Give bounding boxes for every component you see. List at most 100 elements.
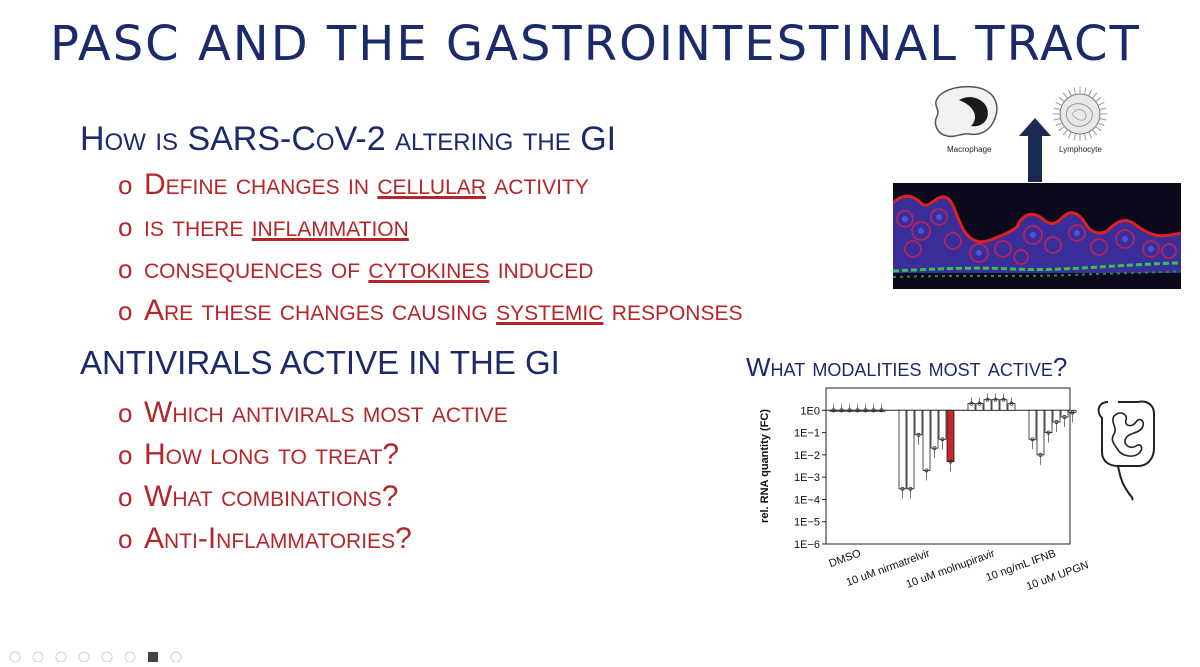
lymphocyte-spikes bbox=[1053, 87, 1107, 141]
bar bbox=[861, 409, 870, 412]
bullet-text: is there bbox=[144, 210, 252, 243]
bar bbox=[845, 409, 854, 412]
lymphocyte-label: Lymphocyte bbox=[1059, 145, 1102, 154]
bar bbox=[869, 409, 878, 412]
y-tick-label: 1E−2 bbox=[794, 450, 820, 462]
y-tick-label: 1E−5 bbox=[794, 517, 820, 529]
intestine-icon bbox=[1097, 400, 1155, 501]
bar bbox=[898, 409, 907, 490]
bar bbox=[938, 409, 947, 440]
bullet-text: Anti-Inflammatories? bbox=[144, 522, 412, 555]
bar bbox=[877, 409, 886, 412]
y-tick-label: 1E0 bbox=[800, 405, 820, 417]
up-arrow-icon bbox=[1019, 118, 1051, 182]
antiviral-bullet-list: o Which antivirals most active o How long t… bbox=[118, 393, 508, 561]
bar bbox=[1028, 409, 1037, 440]
slide-title: PASC AND THE GASTROINTESTINAL TRACT bbox=[50, 16, 1141, 72]
bullet-keyword: cytokines bbox=[368, 252, 490, 285]
lymphocyte-spike bbox=[1058, 126, 1065, 132]
lymphocyte-spike bbox=[1095, 126, 1102, 132]
bullet-marker: o bbox=[118, 170, 133, 200]
bullet-keyword: systemic bbox=[496, 294, 604, 327]
bullet-item: o Define changes in cellular activity bbox=[118, 165, 742, 207]
lymphocyte-spike bbox=[1097, 101, 1105, 106]
bullet-text: consequences of bbox=[144, 252, 369, 285]
bullet-item: o consequences of cytokines induced bbox=[118, 249, 742, 291]
lymphocyte-spike bbox=[1055, 101, 1063, 106]
lymphocyte-spike bbox=[1055, 122, 1063, 127]
lymphocyte-spike bbox=[1092, 92, 1098, 99]
lymphocyte-spike bbox=[1088, 131, 1093, 139]
bar bbox=[983, 399, 992, 411]
lymphocyte-spike bbox=[1097, 122, 1105, 127]
bullet-item: o Which antivirals most active bbox=[118, 393, 508, 435]
bullet-marker: o bbox=[118, 398, 133, 428]
bullet-marker: o bbox=[118, 254, 133, 284]
x-tick-label: DMSO bbox=[827, 547, 863, 570]
bullet-text: activity bbox=[485, 168, 589, 201]
bullet-item: o Are these changes causing systemic resp… bbox=[118, 291, 742, 333]
cell-diagram: Macrophage Lymphocyte bbox=[934, 85, 1107, 182]
macrophage-icon bbox=[934, 85, 998, 138]
bar bbox=[967, 403, 976, 411]
lymphocyte-spike bbox=[1073, 133, 1076, 141]
tissue-microscopy-image bbox=[893, 183, 1181, 289]
lymphocyte-spike bbox=[1099, 107, 1107, 110]
gi-alteration-bullet-list: o Define changes in cellular activity o is … bbox=[118, 165, 742, 333]
bar bbox=[853, 409, 862, 412]
bar bbox=[999, 399, 1008, 411]
lymphocyte-spike bbox=[1092, 129, 1098, 136]
chart-heading: What modalities most active? bbox=[746, 352, 1068, 382]
bar bbox=[837, 409, 846, 412]
bullet-keyword: cellular bbox=[377, 168, 486, 201]
bullet-text: Define changes in bbox=[144, 168, 378, 201]
lymphocyte-spike bbox=[1062, 92, 1068, 99]
presentation-toolbar bbox=[0, 648, 200, 663]
bullet-item: o is there inflammation bbox=[118, 207, 742, 249]
bullet-text: How long to treat? bbox=[144, 438, 400, 471]
bar bbox=[946, 409, 955, 462]
lymphocyte-spike bbox=[1058, 96, 1065, 102]
bullet-marker: o bbox=[118, 524, 133, 554]
bar bbox=[991, 399, 1000, 411]
bullet-keyword: inflammation bbox=[251, 210, 409, 243]
section-heading-gi-alteration: How is SARS-CoV-2 altering the GI bbox=[80, 120, 617, 158]
bullet-marker: o bbox=[118, 296, 133, 326]
lymphocyte-spike bbox=[1062, 129, 1068, 136]
bar bbox=[922, 409, 931, 471]
bar bbox=[1036, 409, 1045, 456]
macrophage-label: Macrophage bbox=[947, 145, 992, 154]
lymphocyte-icon bbox=[1059, 93, 1101, 135]
bar bbox=[1044, 409, 1053, 433]
bullet-item: o Anti-Inflammatories? bbox=[118, 519, 508, 561]
lymphocyte-spike bbox=[1067, 131, 1072, 139]
lymphocyte-spike bbox=[1084, 87, 1087, 95]
lymphocyte-spike bbox=[1053, 118, 1061, 121]
y-tick-label: 1E−4 bbox=[794, 494, 820, 506]
bullet-text: Are these changes causing bbox=[144, 294, 497, 327]
bar bbox=[1060, 409, 1069, 418]
bar bbox=[930, 409, 939, 449]
bullet-marker: o bbox=[118, 212, 133, 242]
y-axis-label: rel. RNA quantity (FC) bbox=[759, 409, 771, 523]
bullet-item: o What combinations? bbox=[118, 477, 508, 519]
lymphocyte-spike bbox=[1084, 133, 1087, 141]
bullet-text: induced bbox=[489, 252, 594, 285]
lymphocyte-spike bbox=[1095, 96, 1102, 102]
antiviral-bar-chart: 1E−6 1E−5 1E−4 1E−3 1E−2 1E−1 1E0 rel. RNA quan… bbox=[759, 387, 1088, 593]
bar bbox=[975, 403, 984, 411]
bar bbox=[914, 409, 923, 436]
lymphocyte-spike bbox=[1088, 89, 1093, 97]
section-heading-antivirals: ANTIVIRALS ACTIVE IN THE GI bbox=[80, 344, 560, 381]
bullet-item: o How long to treat? bbox=[118, 435, 508, 477]
bar bbox=[1007, 403, 1016, 411]
bullet-marker: o bbox=[118, 440, 133, 470]
lymphocyte-spike bbox=[1073, 87, 1076, 95]
lymphocyte-spike bbox=[1099, 118, 1107, 121]
lymphocyte-spike bbox=[1067, 89, 1072, 97]
bar bbox=[906, 409, 915, 490]
bullet-marker: o bbox=[118, 482, 133, 512]
plot-frame bbox=[825, 387, 1071, 545]
lymphocyte-spike bbox=[1053, 107, 1061, 110]
bar bbox=[1052, 409, 1061, 423]
